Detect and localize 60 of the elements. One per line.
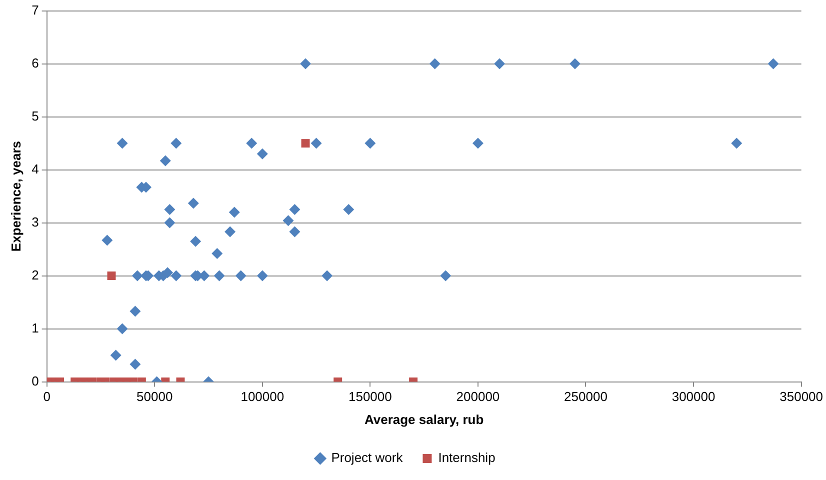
point [164, 204, 176, 216]
legend-label: Internship [438, 450, 496, 466]
y-tick-label: 7 [32, 2, 39, 18]
x-tick-label: 250000 [564, 389, 608, 404]
point [224, 226, 236, 238]
point [301, 139, 310, 148]
y-tick-label: 3 [32, 214, 39, 230]
y-tick-label: 4 [32, 161, 39, 176]
y-tick-label: 5 [32, 108, 39, 124]
point [282, 215, 294, 226]
point [235, 270, 246, 282]
x-tick-label: 300000 [672, 389, 716, 404]
point [132, 270, 143, 282]
point [107, 272, 116, 280]
point [102, 234, 113, 246]
point [190, 236, 202, 247]
point [160, 155, 171, 166]
y-tick-label: 0 [32, 373, 39, 388]
point [110, 350, 122, 361]
point [170, 138, 182, 149]
point [256, 270, 268, 282]
point [256, 148, 268, 160]
point [130, 306, 141, 317]
y-tick-label: 6 [32, 55, 39, 70]
x-tick-label: 150000 [348, 389, 392, 404]
x-axis-title: Average salary, rub [364, 412, 484, 427]
legend-label: Project work [331, 450, 404, 466]
y-axis-title: Experience, years [8, 141, 24, 252]
point [246, 138, 258, 149]
point [300, 58, 312, 70]
point [429, 58, 440, 70]
point [768, 58, 779, 70]
y-tick-label: 2 [32, 267, 39, 282]
point [364, 138, 376, 149]
point [569, 58, 580, 70]
point [228, 206, 240, 218]
point [170, 270, 182, 282]
point [440, 270, 452, 282]
point [289, 204, 300, 216]
x-tick-label: 350000 [780, 389, 824, 404]
point [472, 138, 484, 149]
x-tick-label: 0 [43, 389, 50, 404]
point [164, 217, 176, 228]
x-tick-label: 100000 [240, 389, 284, 404]
point [212, 248, 223, 260]
point [214, 270, 225, 282]
x-tick-label: 200000 [456, 389, 500, 404]
point [188, 198, 199, 209]
x-tick-label: 50000 [136, 389, 173, 404]
point [116, 138, 128, 149]
point [116, 323, 128, 334]
y-tick-label: 1 [32, 320, 39, 336]
point [162, 267, 174, 278]
point [343, 204, 354, 216]
point [731, 138, 742, 149]
point [310, 138, 322, 149]
point [494, 58, 506, 70]
point [130, 358, 141, 370]
point [322, 270, 333, 282]
point [289, 226, 300, 238]
